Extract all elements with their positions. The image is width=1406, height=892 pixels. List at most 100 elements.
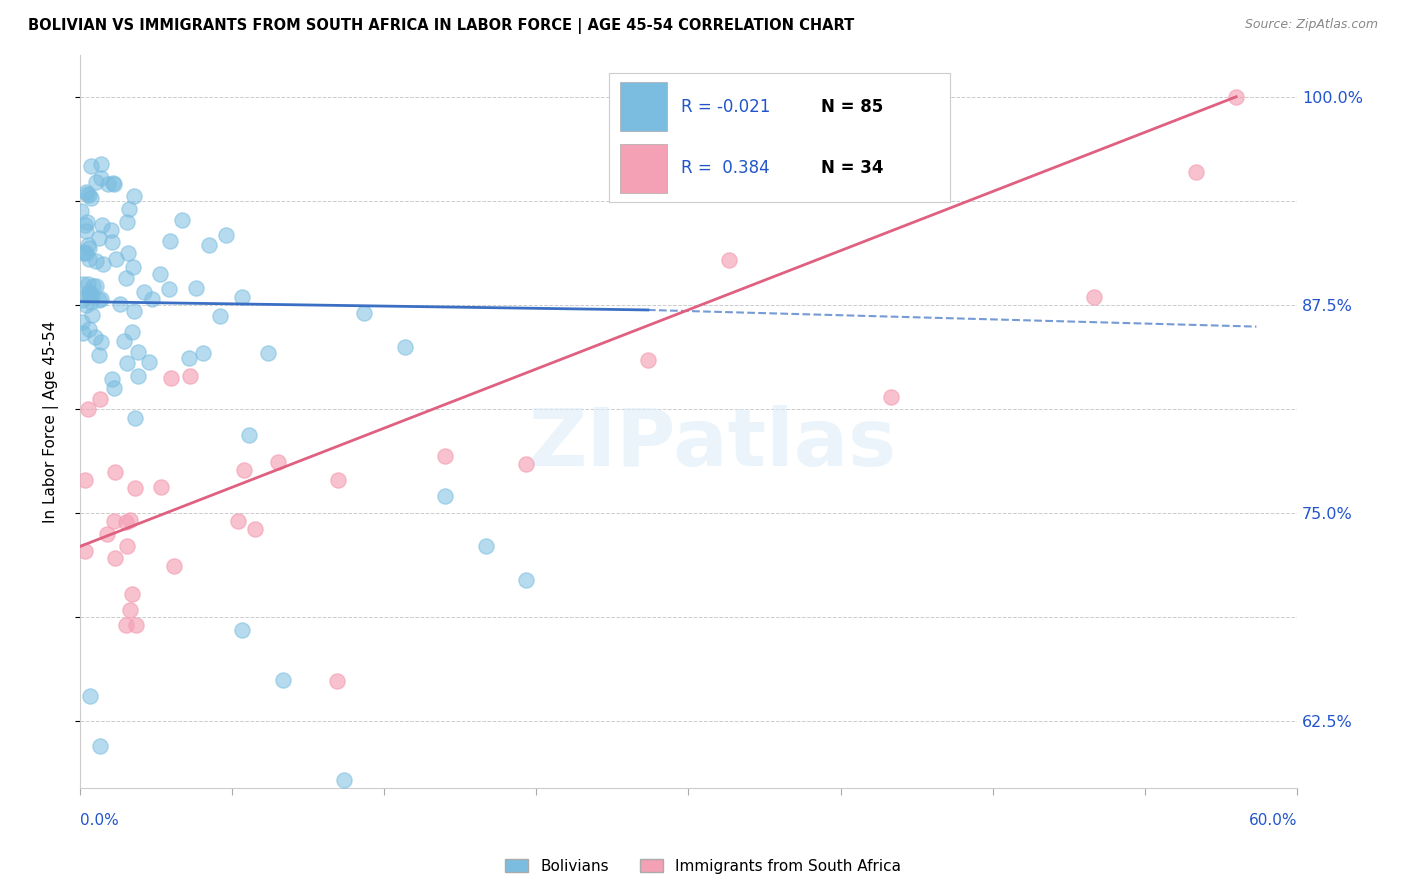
Point	[104, 551, 127, 566]
Point	[82, 308, 104, 322]
Point	[179, 369, 201, 384]
Point	[77, 188, 100, 202]
Point	[127, 345, 149, 359]
Point	[637, 352, 659, 367]
Point	[89, 392, 111, 406]
Point	[114, 515, 136, 529]
Point	[125, 618, 148, 632]
Point	[80, 190, 103, 204]
Point	[115, 539, 138, 553]
Point	[76, 215, 98, 229]
Point	[84, 279, 107, 293]
Point	[97, 177, 120, 191]
Point	[115, 215, 138, 229]
Point	[243, 522, 266, 536]
Y-axis label: In Labor Force | Age 45-54: In Labor Force | Age 45-54	[44, 320, 59, 523]
Point	[80, 159, 103, 173]
Point	[271, 673, 294, 687]
Text: Source: ZipAtlas.com: Source: ZipAtlas.com	[1244, 18, 1378, 31]
Text: BOLIVIAN VS IMMIGRANTS FROM SOUTH AFRICA IN LABOR FORCE | AGE 45-54 CORRELATION : BOLIVIAN VS IMMIGRANTS FROM SOUTH AFRICA…	[28, 18, 855, 34]
Point	[77, 285, 100, 300]
Point	[233, 463, 256, 477]
Point	[101, 235, 124, 249]
Point	[103, 381, 125, 395]
Point	[328, 473, 350, 487]
Point	[70, 203, 93, 218]
Point	[89, 293, 111, 307]
Point	[170, 213, 193, 227]
Point	[163, 558, 186, 573]
Legend: Bolivians, Immigrants from South Africa: Bolivians, Immigrants from South Africa	[499, 853, 907, 880]
Text: 0.0%: 0.0%	[80, 813, 118, 828]
Point	[79, 285, 101, 299]
Point	[77, 252, 100, 267]
Point	[179, 351, 201, 366]
Point	[90, 218, 112, 232]
Point	[326, 674, 349, 689]
Point	[353, 306, 375, 320]
Point	[115, 356, 138, 370]
Point	[96, 527, 118, 541]
Point	[880, 390, 903, 404]
Point	[91, 257, 114, 271]
Point	[84, 175, 107, 189]
Point	[1184, 165, 1206, 179]
Point	[132, 285, 155, 299]
Point	[138, 354, 160, 368]
Point	[84, 330, 107, 344]
Point	[191, 346, 214, 360]
Point	[115, 271, 138, 285]
Point	[70, 293, 93, 307]
Point	[157, 282, 180, 296]
Point	[75, 473, 97, 487]
Point	[72, 277, 94, 291]
Point	[75, 186, 97, 200]
Point	[114, 618, 136, 632]
Point	[72, 326, 94, 340]
Point	[215, 227, 238, 242]
Point	[87, 231, 110, 245]
Text: 60.0%: 60.0%	[1249, 813, 1296, 828]
Point	[208, 309, 231, 323]
Point	[82, 278, 104, 293]
Point	[718, 253, 741, 268]
Point	[77, 241, 100, 255]
Point	[79, 690, 101, 704]
Point	[256, 346, 278, 360]
Point	[141, 292, 163, 306]
Point	[77, 288, 100, 302]
Point	[101, 176, 124, 190]
Point	[124, 410, 146, 425]
Point	[73, 544, 96, 558]
Point	[100, 223, 122, 237]
Point	[117, 245, 139, 260]
Point	[77, 237, 100, 252]
Point	[118, 602, 141, 616]
Text: ZIPatlas: ZIPatlas	[529, 405, 897, 483]
Point	[76, 187, 98, 202]
Point	[73, 245, 96, 260]
Point	[1083, 290, 1105, 304]
Point	[332, 772, 354, 787]
Point	[103, 177, 125, 191]
Point	[90, 157, 112, 171]
Point	[108, 297, 131, 311]
Point	[127, 369, 149, 384]
Point	[77, 277, 100, 291]
Point	[84, 253, 107, 268]
Point	[75, 245, 97, 260]
Point	[76, 401, 98, 416]
Point	[103, 514, 125, 528]
Point	[226, 514, 249, 528]
Point	[90, 171, 112, 186]
Point	[121, 326, 143, 340]
Point	[474, 540, 496, 554]
Point	[75, 224, 97, 238]
Point	[1225, 89, 1247, 103]
Point	[124, 188, 146, 202]
Point	[73, 245, 96, 260]
Point	[75, 298, 97, 312]
Point	[122, 260, 145, 274]
Point	[266, 454, 288, 468]
Point	[105, 252, 128, 266]
